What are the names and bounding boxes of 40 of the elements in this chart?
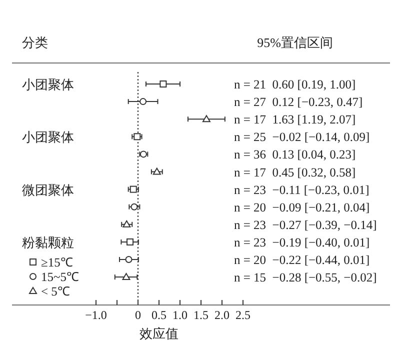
annotation: n = 20 −0.22 [−0.44, 0.01] — [234, 253, 370, 267]
point — [202, 115, 210, 122]
annotation: n = 23 −0.19 [−0.40, 0.01] — [234, 235, 370, 250]
x-tick-label: 2.5 — [236, 308, 250, 322]
x-axis-title: 效应值 — [140, 326, 178, 341]
x-tick-label: 1.0 — [172, 308, 188, 322]
annotation: n = 21 0.60 [0.19, 1.00] — [234, 78, 356, 92]
x-tick-label: 0.5 — [152, 308, 166, 322]
point — [122, 220, 131, 228]
legend-label: 15~5℃ — [41, 270, 80, 284]
annotation: n = 36 0.13 [0.04, 0.23] — [234, 148, 356, 162]
text: 95%置信区间 — [257, 35, 333, 50]
point — [122, 273, 130, 280]
annotation: n = 27 0.12 [−0.23, 0.47] — [234, 95, 363, 110]
legend-label: < 5℃ — [41, 284, 70, 298]
x-tick-label: −1.0 — [85, 308, 107, 322]
annotation: n = 17 1.63 [1.19, 2.07] — [234, 112, 356, 127]
x-tick-label: 1.5 — [194, 308, 208, 322]
y-tick-label: 小团聚体 — [22, 77, 74, 92]
text: 分类 — [22, 35, 48, 50]
point — [130, 186, 137, 193]
point — [140, 98, 147, 106]
annotation: n = 17 0.45 [0.32, 0.58] — [234, 165, 356, 180]
point — [126, 238, 134, 246]
annotation: n = 23 −0.11 [−0.23, 0.01] — [234, 182, 370, 197]
x-tick-label: 0 — [135, 308, 141, 322]
point — [130, 203, 138, 210]
point — [125, 256, 132, 263]
annotation: n = 20 −0.09 [−0.21, 0.04] — [234, 200, 370, 214]
annotation: n = 23 −0.27 [−0.39, −0.14] — [234, 218, 377, 232]
legend-label: ≥15℃ — [41, 256, 74, 270]
y-tick-label: 小团聚体 — [22, 130, 74, 145]
annotation: n = 25 −0.02 [−0.14, 0.09] — [234, 130, 370, 144]
y-tick-label: 微团聚体 — [22, 182, 74, 198]
point — [134, 133, 141, 140]
x-tick-label: 2.0 — [214, 308, 230, 322]
point — [160, 80, 167, 88]
point — [152, 168, 161, 175]
y-tick-label: 粉黏颗粒 — [22, 234, 74, 250]
annotation: n = 15 −0.28 [−0.55, −0.02] — [234, 270, 377, 285]
